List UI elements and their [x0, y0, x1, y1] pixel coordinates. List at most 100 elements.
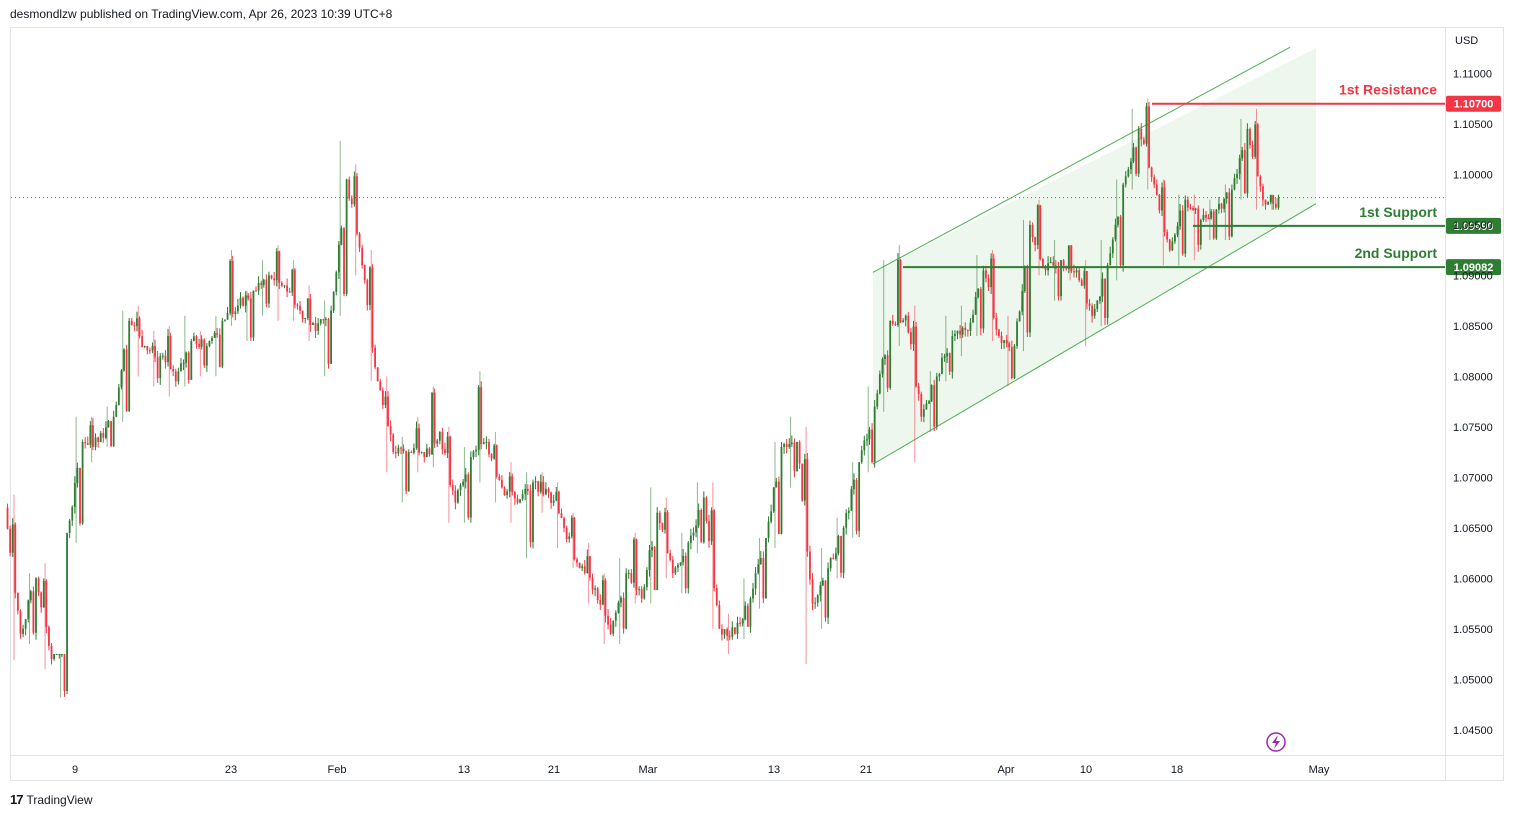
candle-body — [1026, 266, 1029, 333]
candle-body — [547, 488, 550, 493]
candle-body — [405, 451, 408, 492]
candle-body — [410, 452, 413, 454]
candle-body — [1230, 189, 1233, 237]
candle-body — [123, 349, 125, 371]
candle-body — [954, 333, 956, 336]
candle-body — [498, 476, 501, 480]
candle-body — [407, 452, 410, 492]
candle-body — [16, 592, 19, 611]
candle-body — [1212, 211, 1215, 239]
candle-body — [891, 320, 894, 324]
chart-frame[interactable] — [10, 27, 1504, 781]
candle-body — [1189, 207, 1192, 209]
candle-body — [669, 553, 672, 560]
price-tick-label: 1.10500 — [1453, 119, 1493, 131]
candle-body — [594, 588, 597, 590]
candle-body — [979, 288, 982, 329]
publisher-line: desmondlzw published on TradingView.com,… — [10, 7, 393, 21]
candle-body — [1042, 259, 1044, 268]
candle-body — [700, 509, 703, 543]
candle-body — [819, 585, 822, 596]
candle-body — [265, 279, 268, 304]
candle-body — [1233, 178, 1236, 190]
candle-body — [198, 344, 200, 347]
time-tick-label: 18 — [1171, 764, 1183, 776]
candle-body — [1207, 217, 1210, 219]
candle-body — [731, 627, 734, 637]
candle-body — [959, 330, 961, 335]
candle-body — [350, 198, 353, 205]
candle-body — [943, 356, 946, 358]
candle-body — [1259, 176, 1262, 187]
candle-body — [1088, 303, 1091, 306]
candle-body — [156, 357, 159, 379]
time-tick-label: May — [1309, 764, 1330, 776]
candle-body — [705, 497, 708, 522]
candle-body — [614, 612, 617, 621]
candle-body — [369, 267, 371, 305]
candle-body — [97, 437, 100, 442]
candle-body — [904, 315, 907, 321]
candle-body — [1117, 216, 1119, 225]
level-price-bg — [1446, 217, 1501, 234]
candle-body — [625, 573, 628, 629]
candle-body — [187, 352, 190, 380]
candle-body — [402, 448, 405, 452]
candle-body — [1199, 219, 1202, 245]
candle-body — [1093, 308, 1096, 316]
candle-body — [788, 444, 791, 447]
price-axis[interactable]: USD1.110001.105001.100001.095001.090001.… — [1445, 28, 1493, 781]
candle-body — [557, 491, 560, 514]
time-tick-label: Mar — [639, 764, 658, 776]
candle-body — [501, 479, 503, 488]
candle-body — [1236, 173, 1238, 179]
candle-body — [143, 346, 146, 348]
price-tick-label: 1.10000 — [1453, 169, 1493, 181]
candle-body — [441, 431, 444, 450]
candle-body — [785, 444, 788, 447]
candle-body — [863, 440, 866, 451]
candle-body — [464, 474, 467, 482]
candle-body — [1150, 167, 1153, 178]
candle-body — [1269, 195, 1272, 202]
candle-body — [630, 573, 633, 583]
time-axis[interactable]: 9 23 Feb 13 21 Mar 13 21 Apr 10 18 May — [11, 755, 1503, 777]
candle-body — [772, 487, 775, 512]
candle-body — [565, 527, 568, 540]
candle-body — [335, 272, 338, 292]
candle-body — [1091, 305, 1094, 316]
candle-body — [897, 259, 899, 325]
candlesticks — [6, 98, 1280, 698]
candle-body — [995, 317, 998, 330]
candle-body — [192, 336, 195, 342]
candle-body — [938, 374, 941, 377]
candle-body — [1277, 197, 1280, 208]
candle-body — [617, 602, 620, 613]
candle-body — [454, 490, 457, 503]
level-price-text: 1.10700 — [1454, 99, 1494, 111]
candle-body — [801, 463, 804, 501]
tradingview-footer[interactable]: 17 TradingView — [10, 792, 93, 807]
candle-body — [920, 394, 923, 417]
level-price-text: 1.09082 — [1454, 262, 1494, 274]
candle-body — [969, 322, 972, 331]
candle-body — [325, 319, 327, 321]
candle-body — [6, 507, 9, 529]
candle-body — [1122, 184, 1125, 266]
candle-body — [803, 459, 806, 501]
candle-body — [850, 489, 853, 511]
candle-body — [516, 498, 519, 503]
candle-body — [586, 556, 589, 574]
candle-body — [55, 654, 58, 656]
candle-body — [941, 357, 943, 375]
candle-body — [821, 580, 824, 586]
candle-body — [270, 275, 273, 279]
candle-body — [922, 409, 925, 417]
candle-body — [174, 371, 177, 382]
candle-body — [180, 363, 182, 372]
candle-body — [304, 317, 307, 320]
candle-body — [1228, 192, 1231, 237]
candle-body — [811, 579, 814, 604]
candle-body — [915, 326, 917, 387]
